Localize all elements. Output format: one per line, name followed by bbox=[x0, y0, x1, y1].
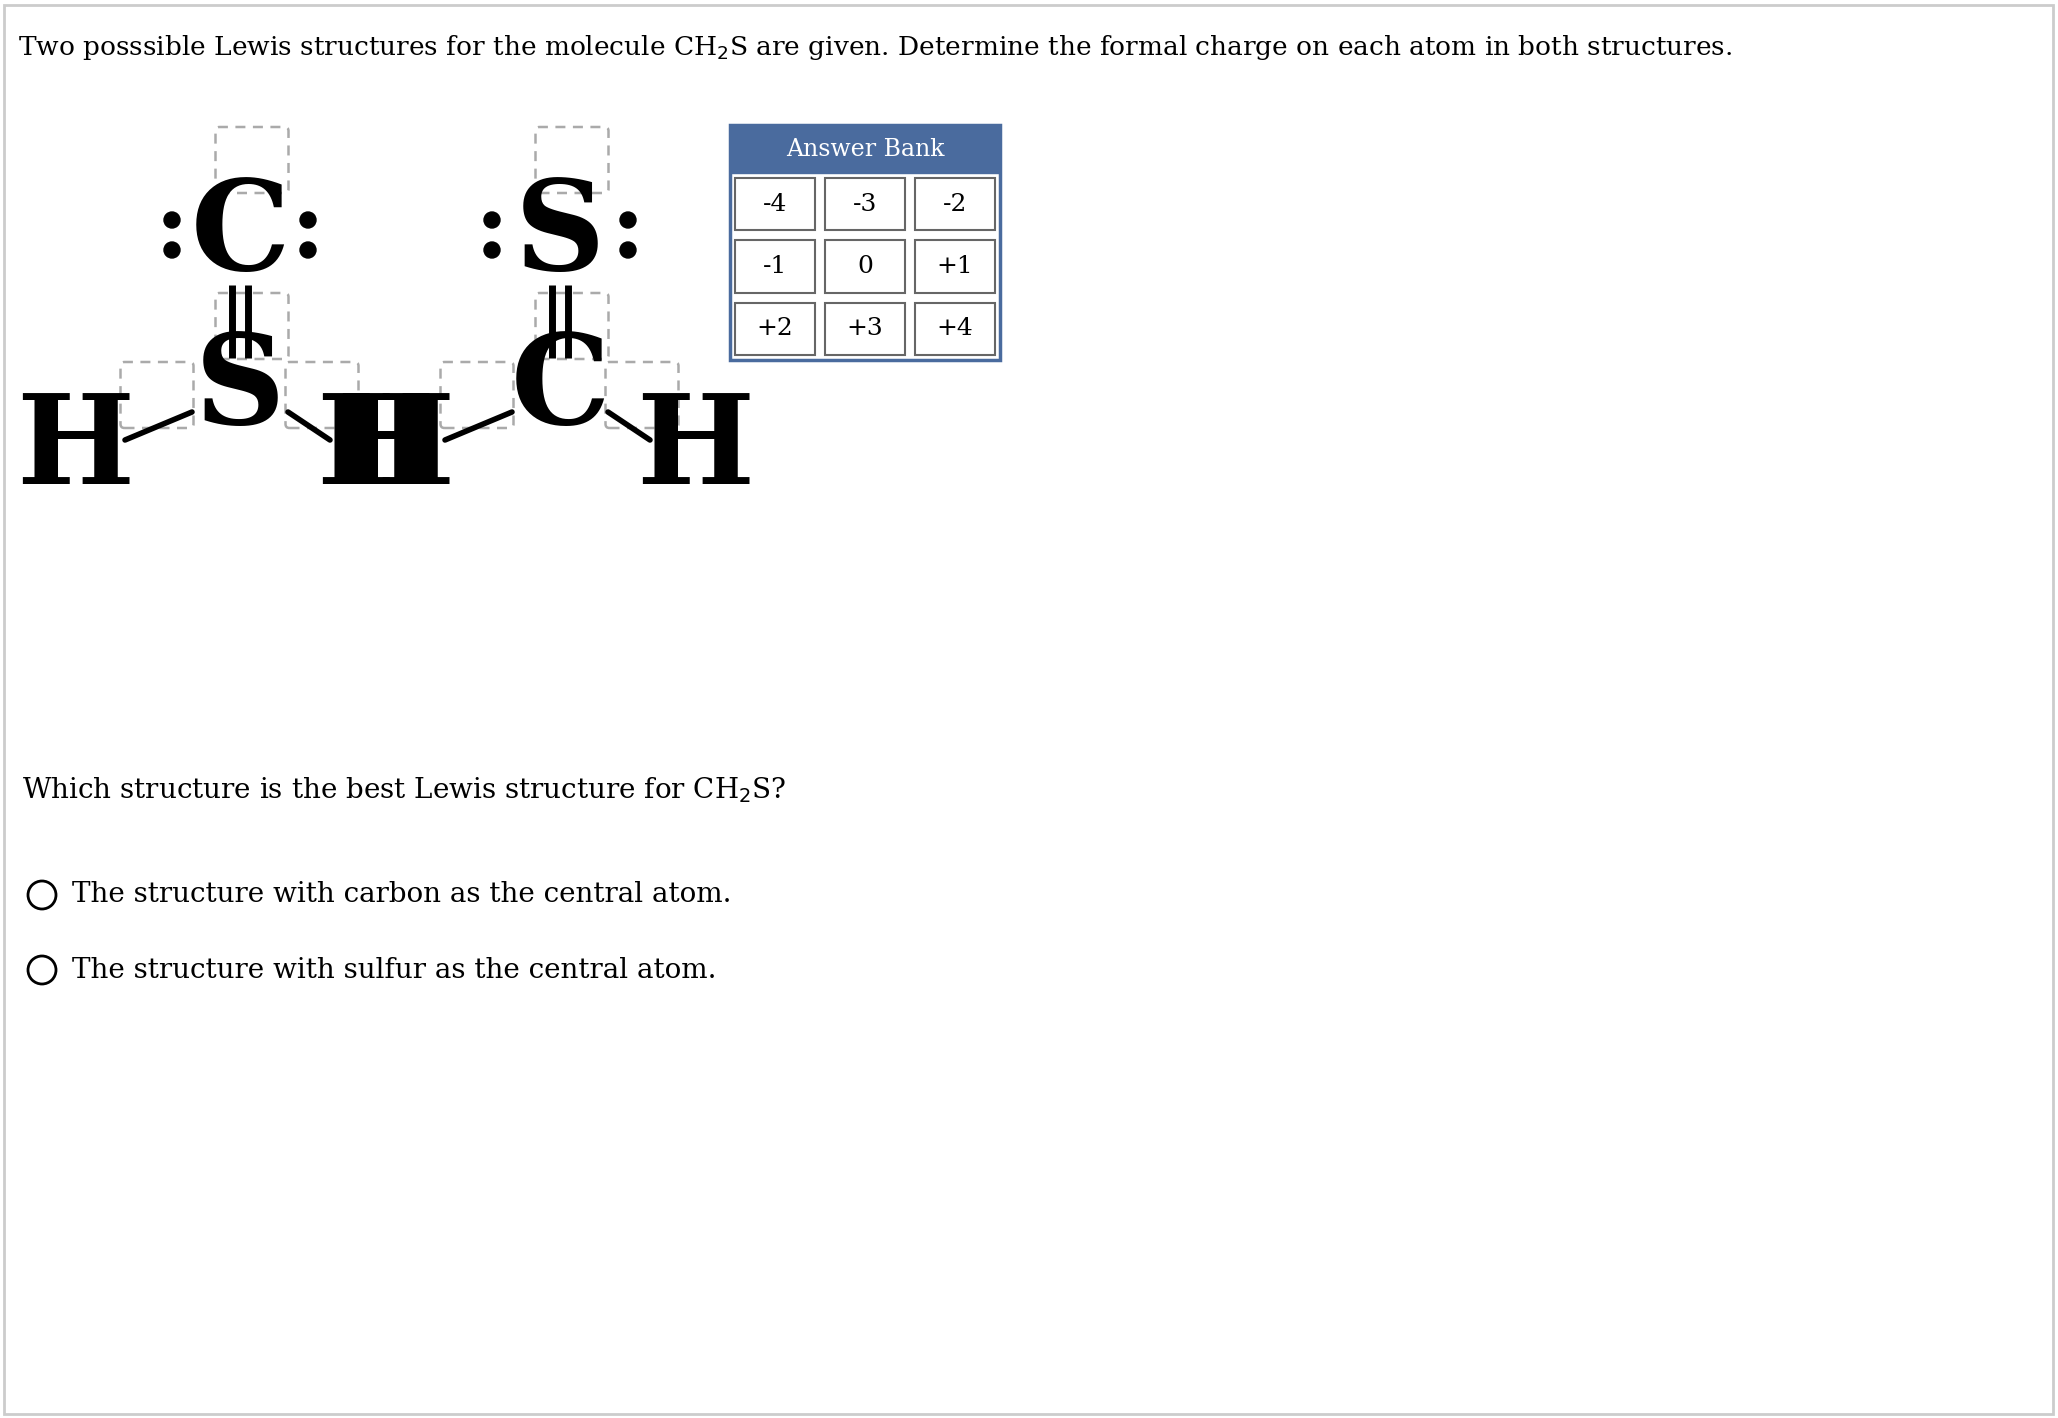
Circle shape bbox=[619, 213, 636, 228]
Circle shape bbox=[300, 242, 317, 258]
Bar bbox=[731, 125, 1000, 360]
Text: -4: -4 bbox=[764, 193, 788, 216]
Text: +3: +3 bbox=[846, 318, 883, 340]
Circle shape bbox=[165, 242, 179, 258]
Text: The structure with carbon as the central atom.: The structure with carbon as the central… bbox=[72, 882, 731, 909]
Text: C: C bbox=[189, 174, 290, 295]
Bar bbox=[825, 302, 906, 354]
Bar bbox=[825, 240, 906, 292]
Text: +2: +2 bbox=[757, 318, 794, 340]
Text: H: H bbox=[636, 390, 753, 510]
Circle shape bbox=[484, 242, 500, 258]
Bar bbox=[735, 240, 815, 292]
Text: -1: -1 bbox=[764, 255, 786, 278]
Bar bbox=[916, 240, 994, 292]
Bar bbox=[731, 173, 1000, 360]
Text: The structure with sulfur as the central atom.: The structure with sulfur as the central… bbox=[72, 957, 716, 984]
Text: +4: +4 bbox=[936, 318, 973, 340]
Bar bbox=[735, 302, 815, 354]
Text: H: H bbox=[317, 390, 434, 510]
Circle shape bbox=[165, 213, 179, 228]
Text: +1: +1 bbox=[936, 255, 973, 278]
Circle shape bbox=[300, 213, 317, 228]
Text: S: S bbox=[196, 329, 286, 451]
Bar bbox=[731, 125, 1000, 173]
Bar bbox=[825, 179, 906, 230]
Text: -2: -2 bbox=[943, 193, 967, 216]
Circle shape bbox=[619, 242, 636, 258]
Text: Two posssible Lewis structures for the molecule CH$_2$S are given. Determine the: Two posssible Lewis structures for the m… bbox=[19, 34, 1733, 62]
Text: H: H bbox=[335, 390, 455, 510]
Text: 0: 0 bbox=[856, 255, 873, 278]
Text: C: C bbox=[510, 329, 609, 451]
Bar bbox=[916, 179, 994, 230]
Text: -3: -3 bbox=[852, 193, 877, 216]
Bar bbox=[916, 302, 994, 354]
Text: S: S bbox=[514, 174, 605, 295]
Text: Answer Bank: Answer Bank bbox=[786, 138, 945, 160]
Bar bbox=[735, 179, 815, 230]
Text: Which structure is the best Lewis structure for CH$_2$S?: Which structure is the best Lewis struct… bbox=[23, 776, 786, 805]
Text: H: H bbox=[16, 390, 134, 510]
Circle shape bbox=[484, 213, 500, 228]
